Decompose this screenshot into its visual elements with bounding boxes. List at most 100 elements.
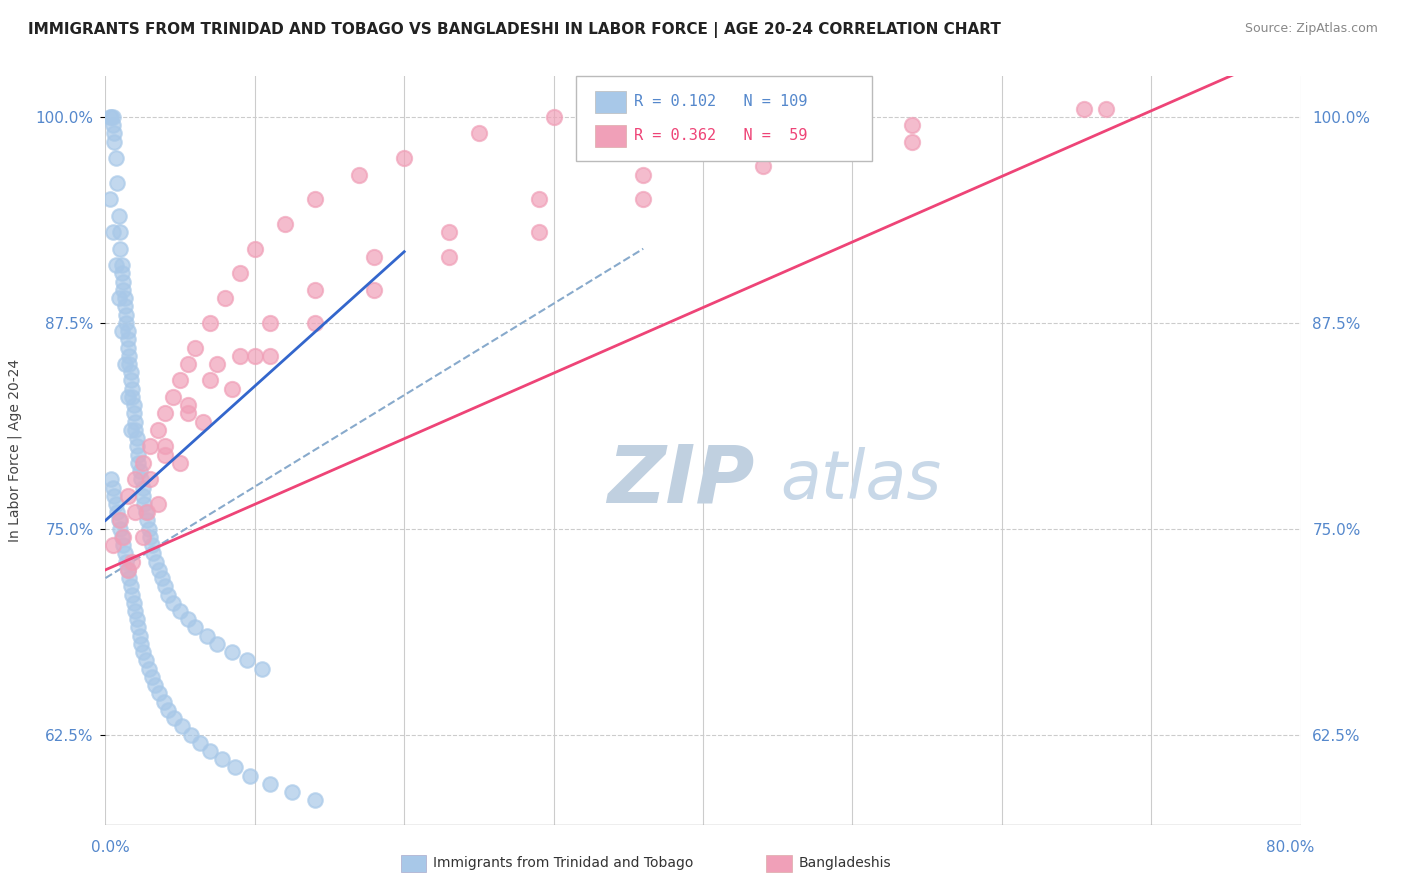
Point: [139, 472, 162, 486]
Point: [349, 168, 371, 182]
Point: [124, 604, 146, 618]
Point: [107, 505, 129, 519]
Point: [229, 349, 252, 363]
Point: [132, 481, 155, 495]
Point: [132, 489, 155, 503]
Point: [1073, 102, 1095, 116]
Point: [751, 143, 773, 157]
Point: [114, 291, 136, 305]
Point: [191, 415, 214, 429]
Point: [141, 670, 163, 684]
Point: [101, 118, 124, 132]
Point: [751, 160, 773, 174]
Y-axis label: In Labor Force | Age 20-24: In Labor Force | Age 20-24: [7, 359, 21, 542]
Point: [901, 118, 924, 132]
Point: [112, 530, 135, 544]
Text: Immigrants from Trinidad and Tobago: Immigrants from Trinidad and Tobago: [433, 856, 693, 871]
Point: [162, 390, 184, 404]
Point: [157, 703, 180, 717]
Point: [221, 645, 243, 659]
Point: [120, 423, 142, 437]
Point: [304, 283, 326, 297]
Point: [125, 439, 148, 453]
Point: [122, 398, 145, 412]
Point: [114, 299, 136, 313]
Point: [169, 374, 191, 388]
Point: [901, 135, 924, 149]
Point: [125, 431, 148, 445]
Point: [152, 695, 174, 709]
Point: [304, 192, 326, 206]
Point: [112, 538, 135, 552]
Point: [117, 563, 139, 577]
Point: [117, 332, 139, 346]
Point: [157, 588, 180, 602]
Point: [153, 439, 177, 453]
Point: [139, 530, 162, 544]
Point: [134, 497, 156, 511]
Text: 80.0%: 80.0%: [1267, 840, 1315, 855]
Point: [120, 365, 142, 379]
Text: Bangladeshis: Bangladeshis: [799, 856, 891, 871]
Point: [304, 316, 326, 330]
Point: [111, 258, 134, 272]
Point: [118, 349, 141, 363]
Point: [100, 472, 122, 486]
Point: [148, 563, 170, 577]
Point: [153, 448, 177, 462]
Text: R = 0.102   N = 109: R = 0.102 N = 109: [634, 95, 807, 109]
Point: [259, 316, 281, 330]
Point: [153, 406, 177, 420]
Text: R = 0.362   N =  59: R = 0.362 N = 59: [634, 128, 807, 143]
Point: [162, 596, 184, 610]
Point: [198, 744, 221, 758]
Point: [117, 341, 139, 355]
Text: ZIP: ZIP: [607, 442, 755, 519]
Point: [214, 291, 236, 305]
Point: [281, 785, 304, 799]
Text: 0.0%: 0.0%: [91, 840, 131, 855]
Point: [122, 596, 145, 610]
Point: [124, 505, 146, 519]
Point: [111, 530, 134, 544]
Point: [304, 793, 326, 807]
Point: [527, 225, 550, 239]
Point: [392, 151, 416, 165]
Point: [110, 242, 132, 256]
Point: [184, 620, 207, 634]
Point: [176, 357, 198, 371]
Point: [110, 225, 132, 239]
Point: [239, 769, 262, 783]
Point: [176, 406, 198, 420]
Point: [135, 653, 157, 667]
Point: [104, 258, 127, 272]
Point: [121, 382, 143, 396]
Point: [163, 711, 186, 725]
Point: [136, 513, 159, 527]
Point: [127, 620, 149, 634]
Point: [243, 242, 266, 256]
Point: [103, 127, 125, 141]
Point: [224, 760, 246, 774]
Point: [229, 267, 252, 281]
Point: [259, 777, 281, 791]
Point: [111, 267, 134, 281]
Point: [252, 662, 274, 676]
Point: [112, 283, 135, 297]
Point: [153, 579, 177, 593]
Point: [176, 612, 198, 626]
Point: [121, 588, 143, 602]
Point: [117, 489, 139, 503]
Point: [124, 472, 146, 486]
Point: [129, 472, 153, 486]
Point: [124, 423, 146, 437]
Point: [527, 192, 550, 206]
Point: [143, 678, 166, 692]
Point: [180, 727, 202, 741]
Point: [115, 555, 138, 569]
Point: [176, 398, 198, 412]
Point: [221, 382, 243, 396]
Point: [103, 135, 125, 149]
Point: [121, 555, 143, 569]
Point: [132, 645, 155, 659]
